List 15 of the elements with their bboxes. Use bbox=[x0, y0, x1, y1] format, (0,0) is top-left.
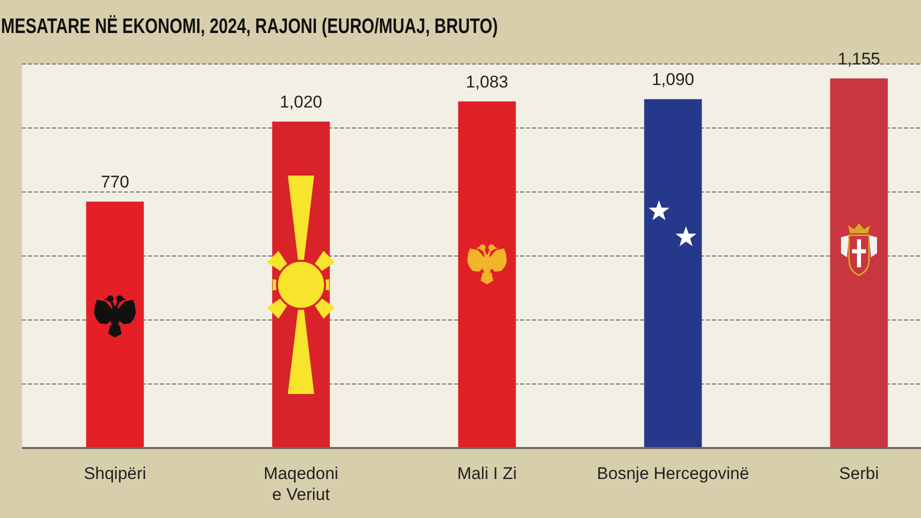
x-tick-label: Serbi bbox=[839, 464, 879, 483]
data-label: 1,083 bbox=[466, 72, 508, 92]
x-tick-label: Mali I Zi bbox=[457, 464, 517, 483]
bar bbox=[830, 78, 888, 448]
bar bbox=[458, 101, 516, 448]
bar bbox=[86, 202, 144, 448]
x-tick-label: Shqipëri bbox=[84, 464, 146, 483]
data-label: 1,155 bbox=[838, 49, 880, 68]
data-label: 1,090 bbox=[652, 70, 694, 90]
data-label: 770 bbox=[100, 172, 130, 192]
data-label: 1,020 bbox=[280, 92, 322, 112]
x-tick-label: Maqedoni e Veriut bbox=[264, 464, 338, 504]
bar bbox=[644, 99, 702, 448]
chart-title: MESATARE NË EKONOMI, 2024, RAJONI (EURO/MUAJ, BRUTO) bbox=[1, 14, 498, 38]
x-tick-label: Bosnje Hercegovinë bbox=[596, 464, 750, 483]
